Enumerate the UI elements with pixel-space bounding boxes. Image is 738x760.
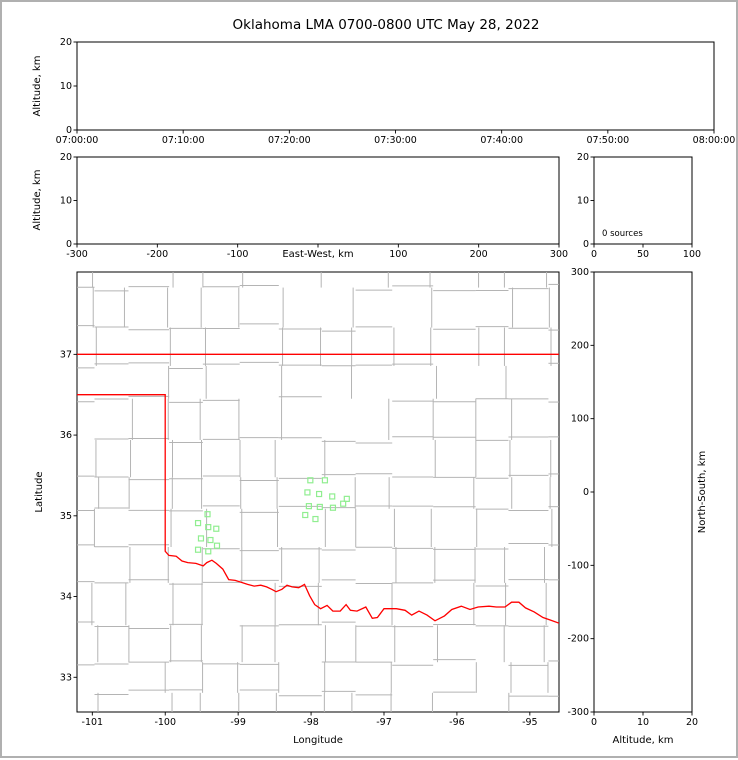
- x-tick-label: 100: [389, 249, 407, 260]
- x-tick-label: 07:50:00: [586, 135, 629, 146]
- x-tick-label: -300: [66, 249, 88, 260]
- panel-axis: -300 -200 -100 100 200 300 0 10 20: [60, 152, 568, 260]
- x-tick-label: -200: [147, 249, 169, 260]
- x-tick-label: 08:00:00: [693, 135, 736, 146]
- y-tick-label: -300: [567, 707, 589, 718]
- x-axis-label: Longitude: [293, 735, 343, 746]
- y-tick-label: 200: [571, 340, 589, 351]
- y-axis-label: North-South, km: [697, 451, 708, 534]
- x-tick-label: 07:40:00: [480, 135, 523, 146]
- panel-plan-view-map: -101 -100 -99 -98 -97 -96 -95 33 34 35 36 37 Latitu…: [34, 271, 560, 746]
- x-tick-label: 0: [591, 249, 597, 260]
- x-tick-label: 07:00:00: [56, 135, 99, 146]
- y-tick-label: 0: [583, 487, 589, 498]
- y-tick-label: 33: [60, 672, 72, 683]
- panel-axis: 0 10 20 -300 -200 -100 0 100 200 300: [567, 267, 698, 728]
- x-axis-label: East-West, km: [282, 249, 353, 260]
- lma-station-marker: [304, 489, 311, 496]
- x-tick-label: -96: [449, 717, 465, 728]
- lma-station-marker: [194, 546, 202, 553]
- y-tick-label: 35: [60, 511, 72, 522]
- state-boundary-line: [77, 394, 559, 624]
- y-tick-label: 36: [60, 430, 72, 441]
- lma-station-marker: [343, 495, 350, 502]
- lma-station-marker: [204, 511, 211, 518]
- panel-axis: 07:00:00 07:10:00 07:20:00 07:30:00 07:40:00…: [56, 37, 736, 146]
- x-tick-label: -95: [522, 717, 538, 728]
- y-tick-label: 0: [66, 125, 72, 136]
- x-tick-label: -97: [376, 717, 392, 728]
- map-content: [77, 272, 559, 712]
- lma-station-marker: [205, 548, 212, 555]
- lma-station-marker: [329, 504, 337, 511]
- lma-station-marker: [307, 477, 314, 484]
- panel-axis: -101 -100 -99 -98 -97 -96 -95 33 34 35 36 37: [60, 349, 538, 728]
- y-tick-label: 0: [583, 239, 589, 250]
- y-axis-label: Latitude: [34, 471, 45, 512]
- panel-altitude-histogram: 0 50 100 0 10 20 0 sources: [577, 152, 701, 260]
- x-tick-label: 20: [686, 717, 698, 728]
- x-tick-label: 07:30:00: [374, 135, 417, 146]
- figure-title: Oklahoma LMA 0700-0800 UTC May 28, 2022: [233, 17, 540, 33]
- lma-station-marker: [302, 511, 309, 519]
- lma-station-marker: [213, 525, 220, 532]
- lma-station-marker: [205, 524, 212, 531]
- lma-station-marker: [321, 477, 329, 484]
- panel-frame: [76, 41, 715, 131]
- x-axis-label: Altitude, km: [613, 735, 674, 746]
- y-tick-label: 20: [60, 37, 72, 48]
- y-axis-label: Altitude, km: [32, 170, 43, 231]
- x-tick-label: -100: [154, 717, 176, 728]
- x-tick-label: -98: [303, 717, 319, 728]
- y-tick-label: -200: [567, 634, 589, 645]
- x-tick-label: -99: [230, 717, 246, 728]
- y-tick-label: 34: [60, 592, 72, 603]
- panel-axis: 0 50 100 0 10 20: [577, 152, 701, 260]
- x-tick-label: 200: [470, 249, 488, 260]
- x-tick-label: 100: [683, 249, 701, 260]
- panel-frame: [593, 271, 693, 713]
- lma-station-marker: [312, 515, 319, 523]
- y-tick-label: 20: [577, 152, 589, 163]
- y-tick-label: 10: [577, 196, 589, 207]
- y-tick-label: 20: [60, 152, 72, 163]
- x-tick-label: -101: [82, 717, 104, 728]
- x-tick-label: -100: [227, 249, 249, 260]
- panel-time-height: 07:00:00 07:10:00 07:20:00 07:30:00 07:40:00…: [32, 37, 735, 146]
- lma-station-marker: [316, 503, 323, 511]
- source-count-annotation: 0 sources: [602, 229, 643, 239]
- lma-station-marker: [329, 493, 336, 500]
- lma-station-marker: [305, 503, 312, 510]
- x-tick-label: 10: [637, 717, 649, 728]
- lma-station-marker: [213, 542, 221, 549]
- x-tick-label: 300: [550, 249, 568, 260]
- x-tick-label: 07:10:00: [162, 135, 205, 146]
- y-tick-label: 10: [60, 196, 72, 207]
- lma-station-marker: [197, 535, 205, 542]
- lma-station-marker: [315, 490, 323, 498]
- y-axis-label: Altitude, km: [32, 56, 43, 117]
- panel-ns-height: 0 10 20 -300 -200 -100 0 100 200 300 North-South,…: [567, 267, 708, 746]
- x-tick-label: 50: [637, 249, 649, 260]
- y-tick-label: 0: [66, 239, 72, 250]
- y-tick-label: 300: [571, 267, 589, 278]
- y-tick-label: -100: [567, 560, 589, 571]
- y-tick-label: 100: [571, 414, 589, 425]
- lma-station-marker: [340, 500, 347, 507]
- panel-frame: [76, 156, 560, 245]
- lma-station-marker: [194, 519, 202, 527]
- y-tick-label: 10: [60, 81, 72, 92]
- x-tick-label: 0: [591, 717, 597, 728]
- lma-station-marker: [207, 536, 214, 544]
- x-tick-label: 07:20:00: [268, 135, 311, 146]
- y-tick-label: 37: [60, 349, 72, 360]
